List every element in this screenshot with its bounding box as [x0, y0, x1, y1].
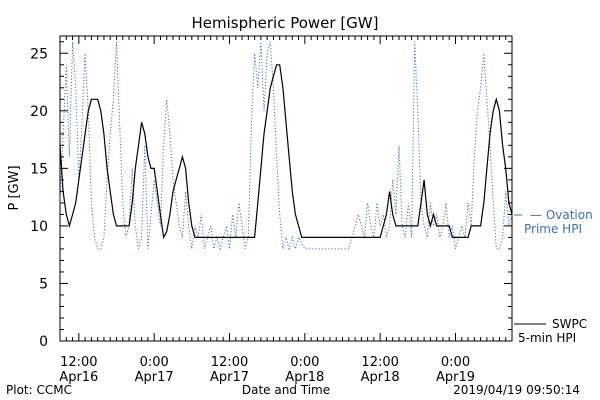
series-lines	[59, 41, 513, 251]
plot-area: 12:00Apr160:00Apr1712:00Apr170:00Apr1812…	[30, 35, 513, 385]
legend-ovation-line1: — Ovation	[530, 208, 593, 222]
x-axis-ticks: 12:00Apr160:00Apr1712:00Apr170:00Apr1812…	[59, 36, 513, 385]
y-tick-label: 5	[39, 276, 48, 292]
footer-plot-credit: Plot: CCMC	[6, 383, 72, 397]
series-line-swpc	[59, 64, 513, 240]
plot-frame	[59, 35, 513, 342]
y-tick-label: 0	[39, 334, 48, 350]
chart-title: Hemispheric Power [GW]	[192, 14, 379, 32]
x-tick-label-time: 12:00	[60, 355, 97, 370]
y-axis-label: P [GW]	[7, 165, 22, 210]
x-tick-label-time: 0:00	[140, 355, 169, 370]
x-tick-label-date: Apr19	[436, 370, 475, 385]
x-axis-label: Date and Time	[242, 383, 330, 397]
x-tick-label-date: Apr18	[361, 370, 400, 385]
legend-ovation-line2: Prime HPI	[524, 222, 582, 236]
series-line-ovation	[59, 41, 513, 251]
x-tick-label-time: 0:00	[290, 355, 319, 370]
x-tick-label-time: 0:00	[441, 355, 470, 370]
legend-swpc-line1: SWPC	[552, 317, 587, 331]
x-tick-label-date: Apr18	[285, 370, 324, 385]
y-tick-label: 15	[30, 161, 48, 177]
x-tick-label-time: 12:00	[361, 355, 398, 370]
x-tick-label-time: 12:00	[211, 355, 248, 370]
y-axis-ticks: 0 5 10 15 20 25	[30, 41, 512, 350]
y-tick-label: 25	[30, 46, 48, 62]
x-tick-label-date: Apr16	[59, 370, 98, 385]
x-tick-label-date: Apr17	[210, 370, 249, 385]
y-tick-label: 10	[30, 219, 48, 235]
y-tick-label: 20	[30, 104, 48, 120]
x-tick-label-date: Apr17	[135, 370, 174, 385]
legend-swpc-line2: 5-min HPI	[518, 331, 576, 345]
footer-timestamp: 2019/04/19 09:50:14	[453, 383, 580, 397]
